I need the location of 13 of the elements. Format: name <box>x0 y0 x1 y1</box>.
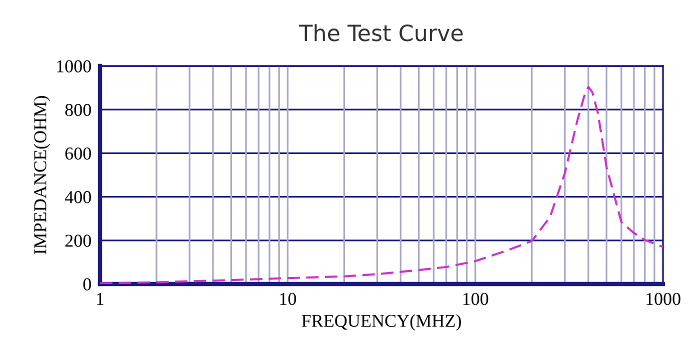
y-tick-label: 400 <box>64 191 91 204</box>
x-axis-title: FREQUENCY(MHZ) <box>302 314 461 331</box>
x-tick-label: 10 <box>280 292 296 306</box>
x-tick-label: 1 <box>97 292 104 305</box>
y-axis-title: IMPEDANCE(OHM) <box>34 96 50 254</box>
y-tick-label: 600 <box>65 147 91 160</box>
y-tick-label: 0 <box>83 278 91 290</box>
x-tick-label: 1000 <box>646 292 680 306</box>
y-tick-label: 200 <box>65 234 91 247</box>
y-tick-label: 1000 <box>57 60 91 72</box>
chart-title: The Test Curve <box>299 24 463 42</box>
y-tick-label: 800 <box>65 104 91 116</box>
x-tick-label: 100 <box>463 292 488 306</box>
